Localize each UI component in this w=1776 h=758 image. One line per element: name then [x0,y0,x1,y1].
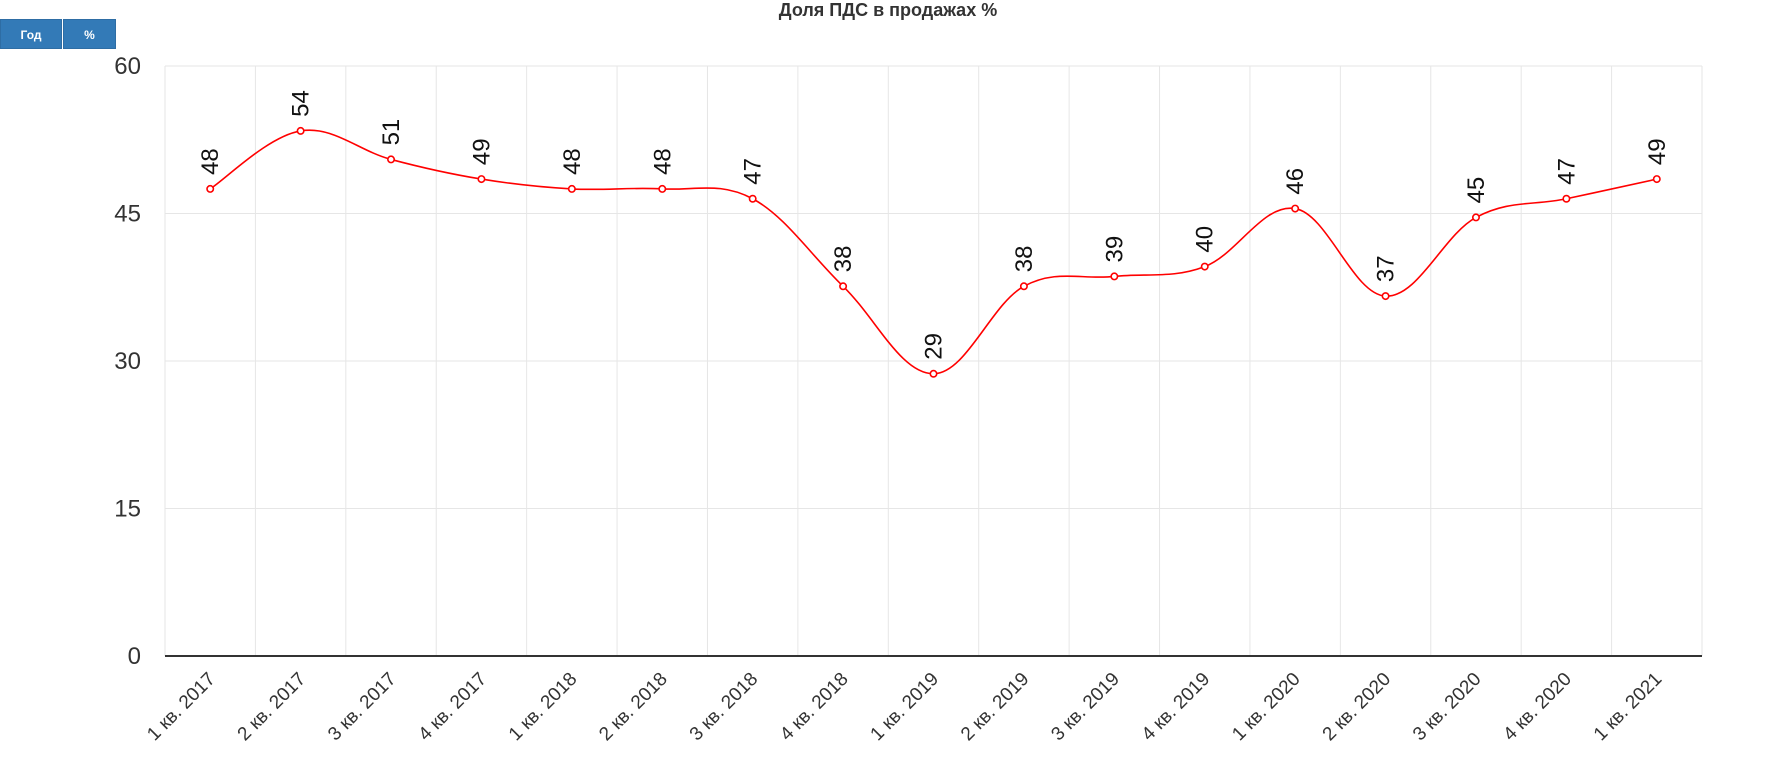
x-tick-label: 1 кв. 2021 [1590,669,1666,745]
mode-toggle-group: Год % [0,19,116,49]
x-tick-label: 4 кв. 2017 [415,669,491,745]
data-point [567,184,576,193]
x-tick-label: 4 кв. 2019 [1138,669,1214,745]
x-tick-label: 3 кв. 2019 [1047,669,1123,745]
series-line [209,129,1657,375]
data-point [1200,262,1209,271]
x-tick-label: 2 кв. 2019 [957,669,1033,745]
data-point [477,175,486,184]
data-label: 48 [649,148,676,175]
data-label: 37 [1373,255,1400,282]
data-point [748,194,757,203]
x-tick-label: 4 кв. 2018 [776,669,852,745]
data-point [839,282,848,291]
data-label: 39 [1101,236,1128,263]
data-point [1110,272,1119,281]
x-tick-label: 3 кв. 2020 [1409,669,1485,745]
x-tick-label: 4 кв. 2020 [1499,669,1575,745]
data-point [929,369,938,378]
data-label: 47 [1553,158,1580,185]
data-point [1562,194,1571,203]
data-label: 49 [1644,138,1671,165]
y-tick-label: 15 [114,496,141,523]
x-tick-label: 1 кв. 2017 [143,669,219,745]
data-label: 38 [1011,246,1038,273]
data-point [296,126,305,135]
data-point [1652,175,1661,184]
data-label: 48 [559,148,586,175]
x-tick-label: 2 кв. 2020 [1319,669,1395,745]
data-label: 38 [830,246,857,273]
data-label: 46 [1282,168,1309,195]
percent-button[interactable]: % [63,19,116,49]
x-tick-label: 2 кв. 2017 [234,669,310,745]
x-tick-label: 2 кв. 2018 [595,669,671,745]
data-point [1291,204,1300,213]
data-label: 47 [740,158,767,185]
chart-title: Доля ПДС в продажах % [778,0,998,20]
data-label: 45 [1463,177,1490,204]
x-tick-label: 1 кв. 2019 [867,669,943,745]
data-point [206,184,215,193]
y-tick-label: 30 [114,348,141,375]
data-label: 51 [378,119,405,146]
data-label: 49 [468,138,495,165]
data-label: 48 [197,148,224,175]
data-point [1019,282,1028,291]
x-tick-label: 1 кв. 2020 [1228,669,1304,745]
y-tick-label: 60 [114,53,141,80]
data-label: 40 [1192,226,1219,253]
x-tick-label: 3 кв. 2017 [324,669,400,745]
x-tick-label: 3 кв. 2018 [686,669,762,745]
year-button[interactable]: Год [0,19,62,49]
x-tick-label: 1 кв. 2018 [505,669,581,745]
data-point [1471,213,1480,222]
data-point [1381,292,1390,301]
data-label: 29 [921,333,948,360]
y-tick-label: 45 [114,201,141,228]
data-point [387,155,396,164]
y-tick-label: 0 [128,643,141,670]
data-point [658,184,667,193]
data-label: 54 [288,90,315,117]
